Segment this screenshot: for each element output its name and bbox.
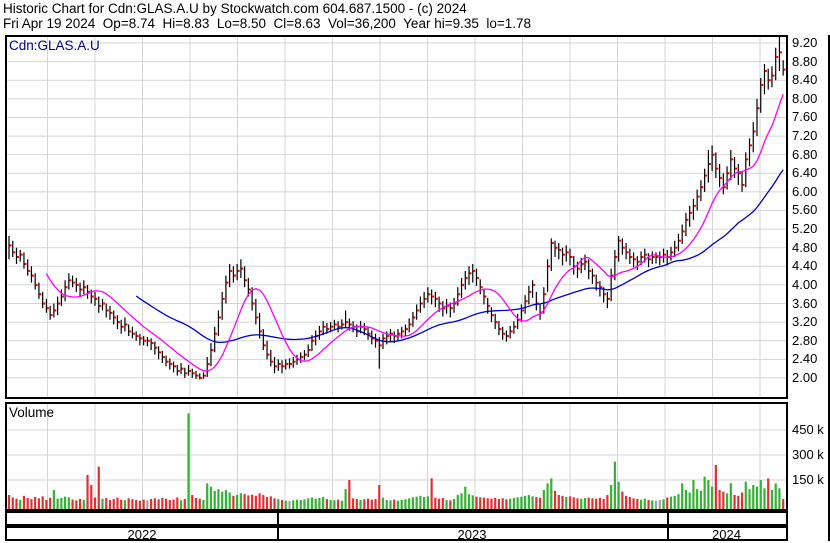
price-tick-label: 6.40 [792,165,818,181]
price-tick-label: 4.80 [792,239,818,255]
right-border [828,35,830,541]
price-tick-label: 8.00 [792,90,818,106]
ma-fast-line [45,93,784,372]
year-divider [277,526,279,541]
volume-tick-label: 450 k [792,422,824,437]
volume-tick-label: 300 k [792,447,824,462]
price-tick-label: 5.20 [792,221,818,237]
price-tick-label: 4.40 [792,258,818,274]
price-panel [5,35,788,399]
volume-tick-label: 150 k [792,472,824,487]
price-tick-label: 7.20 [792,128,818,144]
price-tick-label: 6.80 [792,146,818,162]
year-label: 2022 [127,527,157,542]
year-label: 2023 [457,527,487,542]
price-tick-label: 8.40 [792,72,818,88]
price-tick-label: 2.00 [792,369,818,385]
chart-title: Historic Chart for Cdn:GLAS.A.U by Stock… [3,1,467,16]
price-tick-label: 2.40 [792,351,818,367]
price-tick-label: 3.60 [792,295,818,311]
volume-chart-canvas [7,404,786,509]
price-tick-label: 4.00 [792,276,818,292]
year-divider [667,526,669,541]
quote-summary: Fri Apr 19 2024 Op=8.74 Hi=8.83 Lo=8.50 … [3,16,532,31]
x-axis-spacer-row [5,511,788,526]
price-tick-label: 2.80 [792,332,818,348]
symbol-label: Cdn:GLAS.A.U [9,38,100,53]
volume-panel [5,402,788,511]
year-label: 2024 [712,527,741,542]
volume-panel-label: Volume [9,405,55,420]
price-tick-label: 9.20 [792,35,818,51]
price-tick-label: 8.80 [792,53,818,69]
price-tick-label: 3.20 [792,314,818,330]
price-tick-label: 6.00 [792,183,818,199]
price-tick-label: 7.60 [792,109,818,125]
year-divider [667,511,669,526]
price-chart-canvas [7,37,786,397]
ma-slow-line [135,169,784,344]
price-tick-label: 5.60 [792,202,818,218]
x-axis-year-row: 2022 2023 2024 [5,526,788,542]
year-divider [277,511,279,526]
